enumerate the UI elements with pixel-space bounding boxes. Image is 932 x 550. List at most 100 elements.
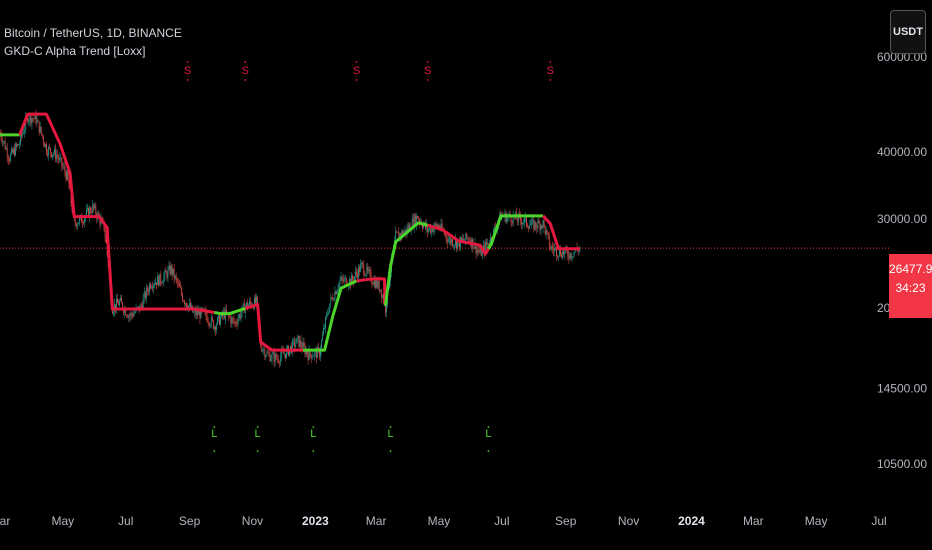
candle-body	[274, 353, 276, 362]
trend-segment-bull	[487, 214, 544, 250]
candle-body	[154, 284, 155, 286]
candle-body	[512, 215, 514, 224]
candle-body	[270, 358, 272, 362]
long-signal-label: L	[387, 428, 393, 440]
candle-body	[368, 270, 370, 271]
candle-body	[365, 274, 367, 276]
candle-body	[131, 313, 133, 315]
time-axis[interactable]: Mar May Jul Sep Nov 2023 Mar May Jul Sep Nov 2024 Ma…	[0, 514, 887, 528]
candle-body	[549, 246, 551, 250]
candle-body	[324, 328, 326, 329]
candle-body	[453, 245, 454, 246]
currency-button[interactable]: USDT	[890, 10, 926, 54]
candle-body	[307, 354, 309, 361]
candle-body	[423, 224, 424, 228]
candle-body	[355, 271, 356, 277]
candle-body	[299, 340, 301, 347]
candle-body	[6, 148, 8, 158]
candle-body	[188, 305, 189, 309]
candle-body	[440, 223, 442, 230]
signal-dot	[426, 79, 429, 81]
signal-dot	[389, 450, 392, 452]
candle-body	[116, 298, 117, 310]
candle-body	[120, 298, 121, 301]
candle-body	[341, 277, 343, 280]
candle-body	[573, 252, 575, 257]
sell-signal-label: S	[184, 65, 191, 77]
candle-body	[145, 287, 147, 299]
candle-body	[69, 188, 71, 190]
candle-body	[560, 249, 561, 256]
candle-body	[322, 335, 323, 341]
candle-body	[196, 310, 198, 316]
candle-body	[92, 204, 94, 213]
x-tick-label: Jul	[494, 514, 509, 528]
candle-body	[556, 247, 557, 256]
candle-body	[541, 225, 543, 228]
candle-body	[548, 235, 550, 247]
candle-body	[459, 239, 460, 248]
x-tick-label: Mar	[366, 514, 387, 528]
candle-body	[216, 324, 217, 331]
candle-body	[537, 220, 539, 229]
candle-body	[178, 283, 180, 287]
candle-body	[570, 253, 572, 258]
candle-body	[409, 224, 411, 231]
candle-body	[217, 317, 218, 325]
alpha-trend-line	[0, 112, 581, 352]
x-tick-label: Sep	[555, 514, 577, 528]
candle-body	[47, 153, 48, 156]
candle-body	[524, 218, 525, 223]
candle-body	[256, 296, 257, 303]
candle-body	[377, 281, 379, 288]
candle-body	[479, 249, 481, 253]
candle-body	[558, 255, 559, 257]
candle-body	[280, 350, 282, 357]
candle-body	[210, 317, 212, 326]
candle-body	[2, 141, 4, 143]
candle-body	[446, 238, 448, 243]
candle-body	[266, 352, 268, 356]
candle-body	[338, 282, 340, 289]
candle-body	[134, 311, 136, 314]
candle-body	[155, 282, 157, 285]
candle-body	[360, 264, 362, 273]
x-tick-label: May	[52, 514, 75, 528]
candle-body	[416, 216, 418, 219]
candle-body	[482, 245, 484, 249]
candle-body	[527, 225, 529, 227]
candle-body	[125, 308, 127, 316]
candle-body	[447, 239, 449, 243]
signal-dot	[256, 426, 259, 428]
trend-segment-bear	[18, 112, 215, 314]
candle-body	[451, 239, 453, 246]
candle-body	[21, 134, 23, 137]
candle-body	[231, 317, 233, 324]
candle-body	[162, 282, 164, 284]
candle-body	[250, 301, 251, 304]
candle-body	[169, 265, 171, 274]
candle-body	[468, 238, 470, 241]
candle-body	[475, 243, 477, 254]
candle-body	[218, 315, 219, 318]
symbol-legend[interactable]: Bitcoin / TetherUS, 1D, BINANCE	[4, 26, 182, 40]
candle-body	[275, 353, 277, 359]
candle-body	[359, 267, 361, 273]
candle-body	[197, 310, 199, 315]
candle-body	[457, 242, 458, 249]
candle-body	[142, 297, 144, 309]
candle-body	[124, 308, 126, 313]
candle-body	[82, 222, 83, 224]
candle-body	[95, 205, 97, 215]
candle-body	[357, 273, 358, 278]
candle-body	[240, 312, 242, 319]
indicator-legend[interactable]: GKD-C Alpha Trend [Loxx]	[4, 44, 146, 58]
candle-body	[437, 224, 439, 227]
candle-body	[297, 335, 299, 338]
candle-body	[444, 234, 446, 235]
candle-body	[87, 208, 88, 210]
candle-body	[147, 291, 149, 292]
sell-signal-label: S	[353, 65, 360, 77]
candle-body	[22, 133, 24, 137]
